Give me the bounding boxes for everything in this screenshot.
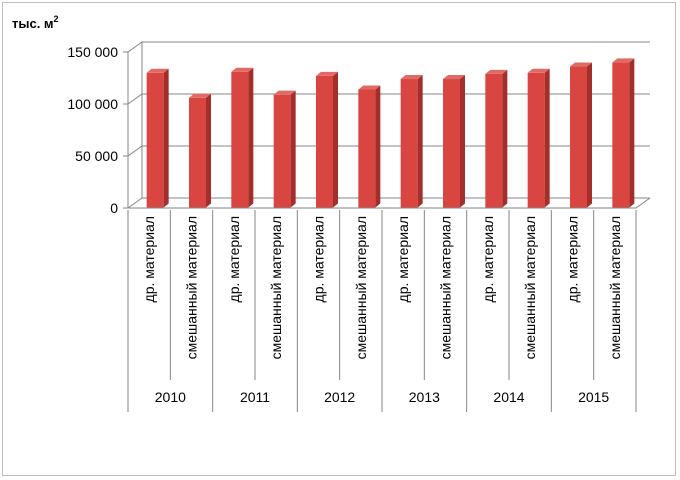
category-label: др. материал (395, 216, 411, 302)
category-label: смешанный материал (522, 216, 538, 359)
category-label: смешанный материал (607, 216, 623, 359)
year-label: 2011 (240, 389, 270, 405)
y-tick-labels: 0 50 000 100 000 150 000 (67, 44, 118, 216)
category-label: др. материал (480, 216, 496, 302)
category-label: смешанный материал (438, 216, 454, 359)
category-label: смешанный материал (268, 216, 284, 359)
x-axis (128, 197, 651, 209)
y-tick-label: 150 000 (67, 44, 118, 60)
y-tick-label: 50 000 (75, 148, 118, 164)
bar (189, 93, 211, 208)
category-label: смешанный материал (184, 216, 200, 359)
chart-frame (2, 2, 676, 476)
bar (485, 69, 508, 208)
unit-power: 2 (54, 14, 59, 24)
bar (231, 67, 254, 208)
year-label: 2010 (155, 389, 186, 405)
category-label: смешанный материал (353, 216, 369, 359)
bar (358, 85, 381, 208)
gridline (127, 41, 650, 53)
bar (273, 90, 296, 208)
year-label: 2013 (409, 389, 440, 405)
year-labels: 2010 2011 2012 2013 2014 2015 (155, 389, 610, 405)
bars (146, 58, 635, 208)
category-label: др. материал (226, 216, 242, 302)
axes (123, 42, 651, 412)
bar (612, 58, 635, 208)
year-label: 2012 (324, 389, 355, 405)
bar (400, 75, 423, 208)
bar (570, 62, 592, 208)
bar (443, 75, 465, 208)
category-label: др. материал (141, 216, 157, 302)
y-unit-label: тыс. м2 (12, 14, 59, 31)
category-labels: др. материал смешанный материал др. матери… (141, 216, 623, 359)
bar (316, 71, 338, 208)
category-label: др. материал (565, 216, 581, 302)
year-label: 2014 (493, 389, 524, 405)
unit-text: тыс. м (12, 16, 54, 31)
y-tick-label: 0 (110, 200, 118, 216)
y-tick-label: 100 000 (67, 96, 118, 112)
year-label: 2015 (578, 389, 609, 405)
category-label: др. материал (311, 216, 327, 302)
bar (146, 68, 169, 208)
bar (527, 68, 550, 208)
